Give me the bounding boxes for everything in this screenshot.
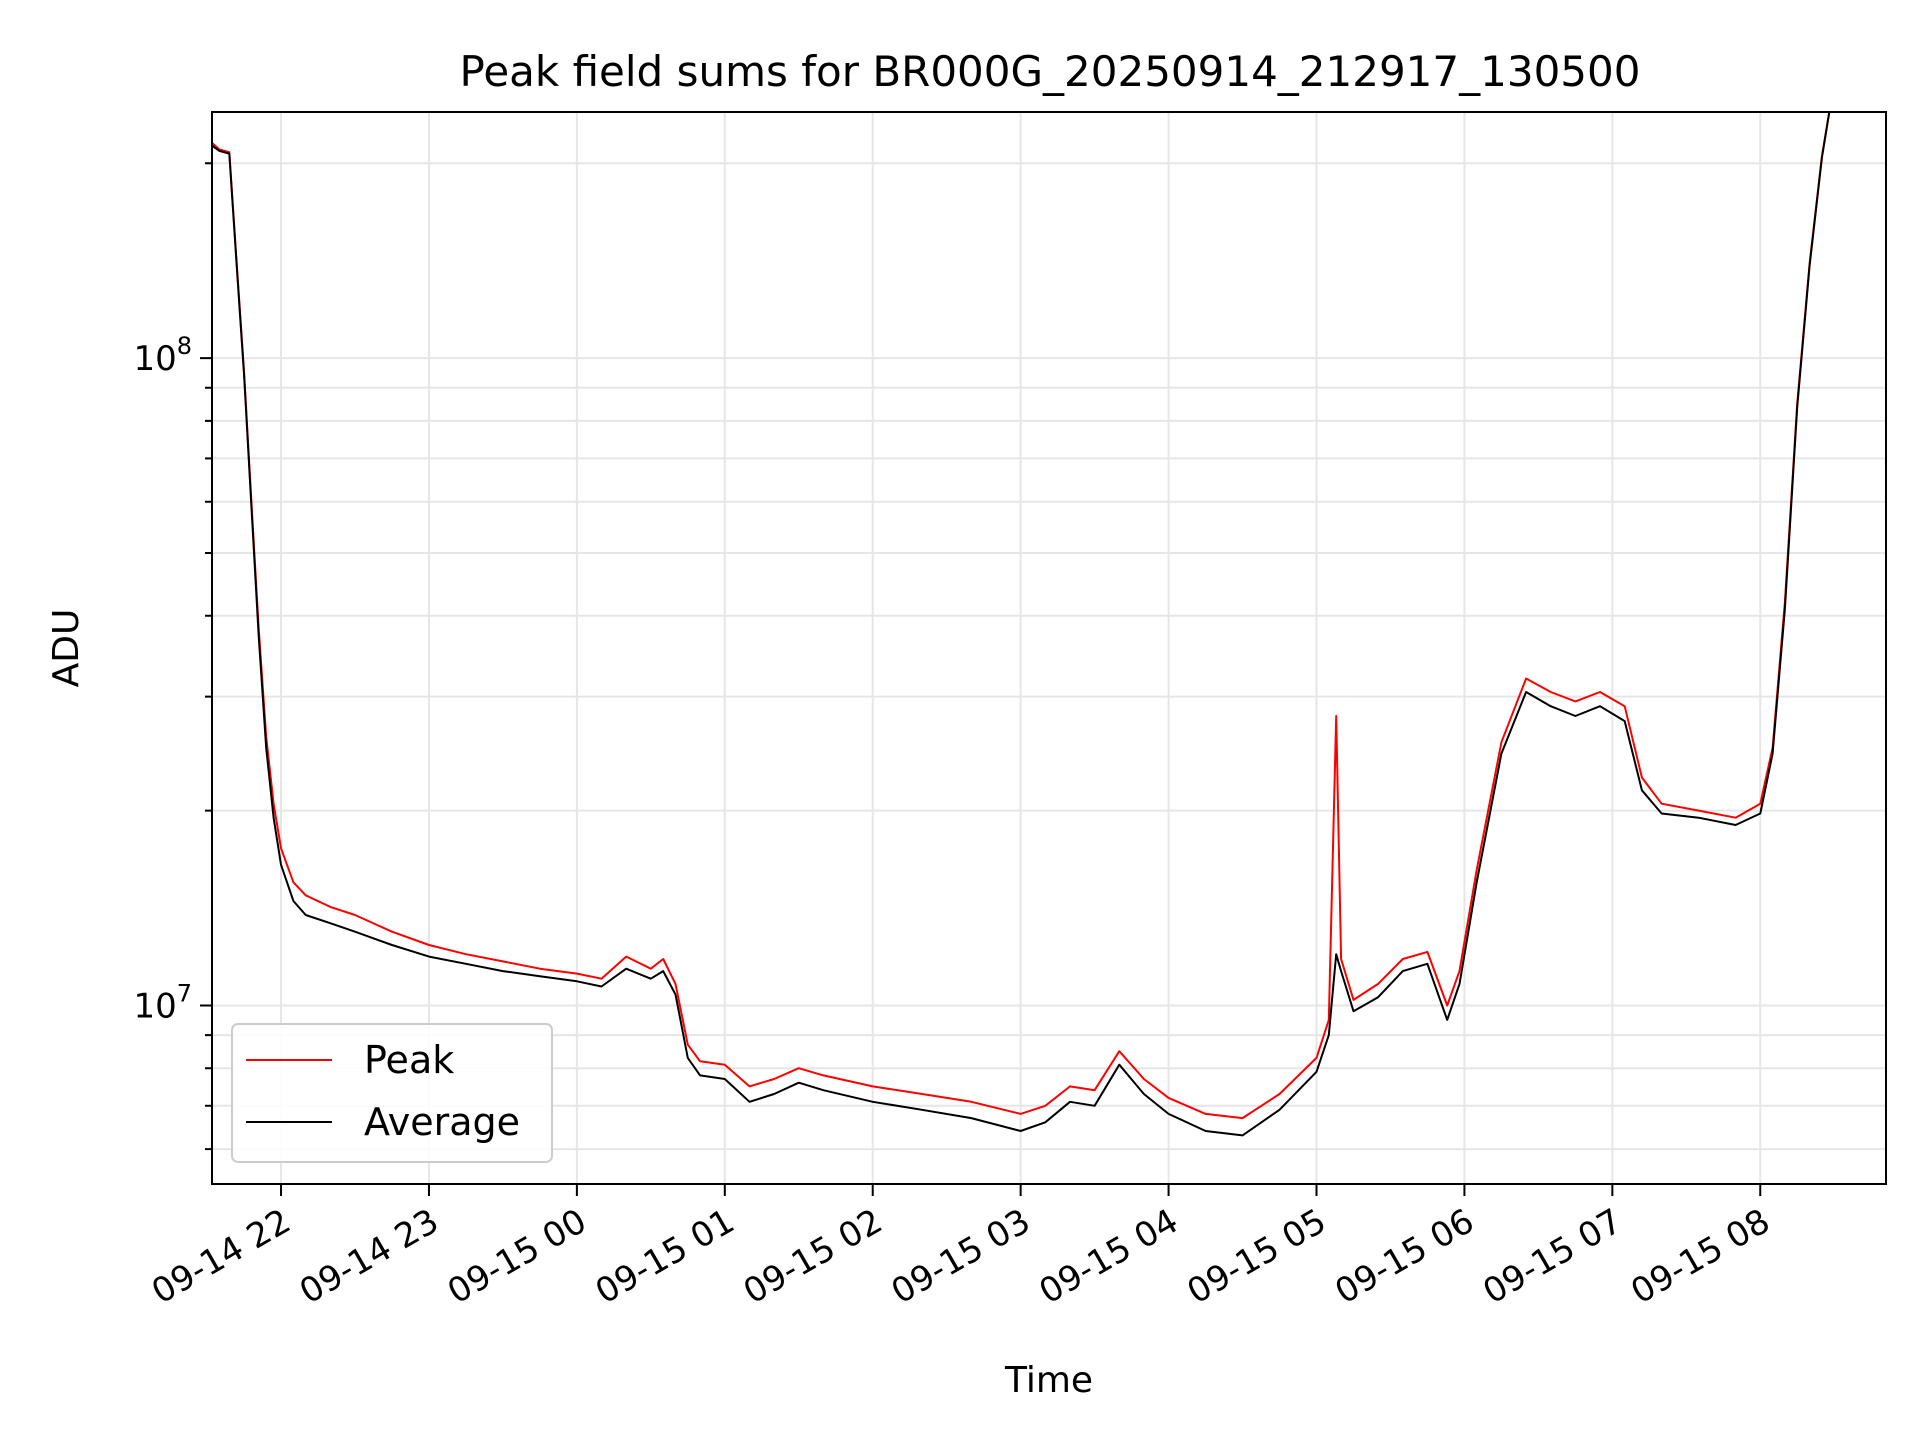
series-line-peak [212,112,1831,1120]
chart-title: Peak field sums for BR000G_20250914_2129… [460,47,1641,96]
series-layer [212,112,1831,1137]
legend-box [231,1023,553,1163]
legend: Peak Average [231,1023,553,1163]
y-tick-label: 108 [133,332,192,379]
y-axis-label: ADU [46,609,87,688]
legend-label-average: Average [364,1100,520,1144]
plot-frame [211,111,1887,1185]
y-tick-label: 107 [133,980,192,1027]
legend-label-peak: Peak [364,1038,454,1082]
series-line-average [212,112,1831,1137]
y-axis-ticks: 107 108 [133,162,212,1151]
grid [212,112,1886,1184]
x-axis-label: Time [1004,1360,1093,1401]
